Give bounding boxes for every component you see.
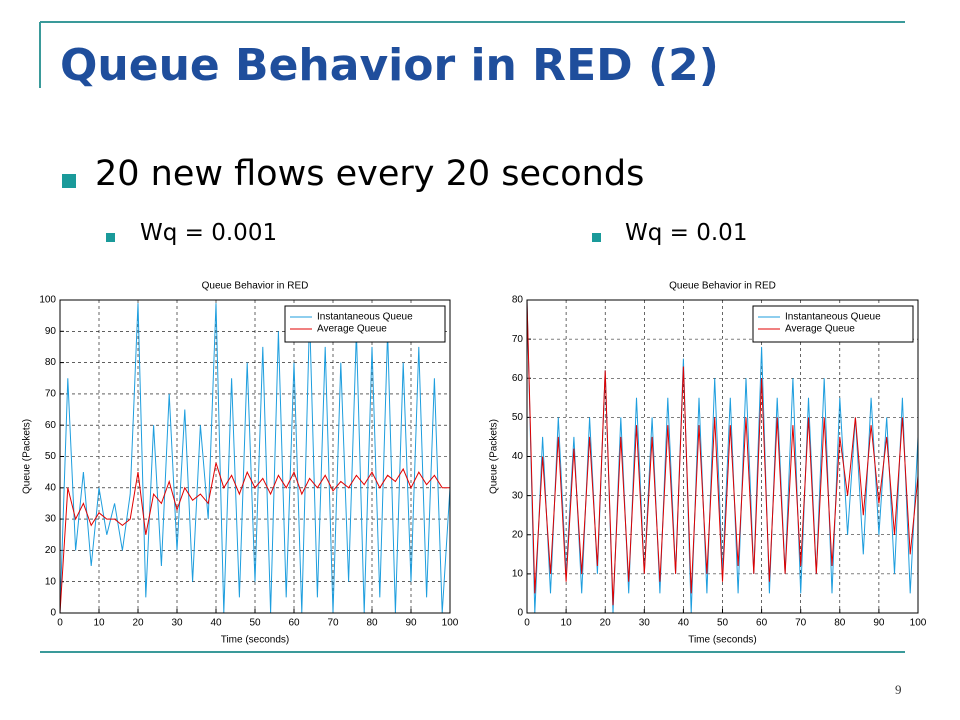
plot-frame xyxy=(59,299,451,614)
bullet-marker xyxy=(62,174,76,188)
y-tick-label: 70 xyxy=(45,389,57,400)
y-tick-label: 10 xyxy=(512,569,524,580)
x-tick-label: 90 xyxy=(405,618,417,629)
x-axis-label: Time (seconds) xyxy=(688,635,757,646)
legend-label: Instantaneous Queue xyxy=(785,312,881,323)
x-tick-label: 0 xyxy=(57,618,63,629)
y-tick-label: 60 xyxy=(45,420,57,431)
x-tick-label: 70 xyxy=(795,618,807,629)
y-tick-label: 40 xyxy=(512,451,524,462)
legend-label: Average Queue xyxy=(317,324,387,335)
bullet-text: 20 new flows every 20 seconds xyxy=(95,154,645,194)
y-tick-label: 50 xyxy=(512,412,524,423)
y-tick-label: 40 xyxy=(45,482,57,493)
y-tick-label: 10 xyxy=(45,576,57,587)
y-tick-label: 80 xyxy=(45,357,57,368)
x-axis-label: Time (seconds) xyxy=(221,635,290,646)
y-axis-label: Queue (Packets) xyxy=(22,419,33,494)
x-tick-label: 40 xyxy=(210,618,222,629)
x-tick-label: 20 xyxy=(600,618,612,629)
legend-box xyxy=(752,305,914,343)
legend-box xyxy=(284,305,446,343)
sub-bullet-marker xyxy=(592,233,601,242)
x-tick-label: 30 xyxy=(171,618,183,629)
sub-bullet-text: Wq = 0.001 xyxy=(140,220,278,246)
x-tick-label: 50 xyxy=(249,618,261,629)
y-tick-label: 80 xyxy=(512,295,524,306)
legend-label: Instantaneous Queue xyxy=(317,312,413,323)
x-tick-label: 60 xyxy=(288,618,300,629)
y-axis-label: Queue (Packets) xyxy=(489,419,500,494)
y-tick-label: 50 xyxy=(45,451,57,462)
slide-title: Queue Behavior in RED (2) xyxy=(60,40,719,91)
x-tick-label: 0 xyxy=(524,618,530,629)
legend-label: Average Queue xyxy=(785,324,855,335)
x-tick-label: 50 xyxy=(717,618,729,629)
series-line xyxy=(526,299,919,606)
y-tick-label: 30 xyxy=(512,490,524,501)
x-tick-label: 60 xyxy=(756,618,768,629)
chart-title: Queue Behavior in RED xyxy=(202,281,309,292)
x-tick-label: 80 xyxy=(834,618,846,629)
x-tick-label: 90 xyxy=(873,618,885,629)
sub-bullet-text: Wq = 0.01 xyxy=(625,220,748,246)
x-tick-label: 40 xyxy=(678,618,690,629)
chart-title: Queue Behavior in RED xyxy=(669,281,776,292)
y-tick-label: 20 xyxy=(45,545,57,556)
x-tick-label: 70 xyxy=(327,618,339,629)
x-tick-label: 80 xyxy=(366,618,378,629)
x-tick-label: 10 xyxy=(93,618,105,629)
series-line xyxy=(59,303,451,614)
plot-frame xyxy=(526,299,919,614)
x-tick-label: 30 xyxy=(639,618,651,629)
y-tick-label: 20 xyxy=(512,529,524,540)
x-tick-label: 10 xyxy=(561,618,573,629)
y-tick-label: 0 xyxy=(517,608,523,619)
x-tick-label: 100 xyxy=(910,618,927,629)
x-tick-label: 100 xyxy=(442,618,459,629)
y-tick-label: 0 xyxy=(50,608,56,619)
x-tick-label: 20 xyxy=(132,618,144,629)
sub-bullet-marker xyxy=(106,233,115,242)
y-tick-label: 60 xyxy=(512,373,524,384)
series-line xyxy=(59,462,450,614)
y-tick-label: 90 xyxy=(45,326,57,337)
y-tick-label: 100 xyxy=(39,295,56,306)
y-tick-label: 70 xyxy=(512,334,524,345)
page-number: 9 xyxy=(895,682,902,697)
y-tick-label: 30 xyxy=(45,514,57,525)
